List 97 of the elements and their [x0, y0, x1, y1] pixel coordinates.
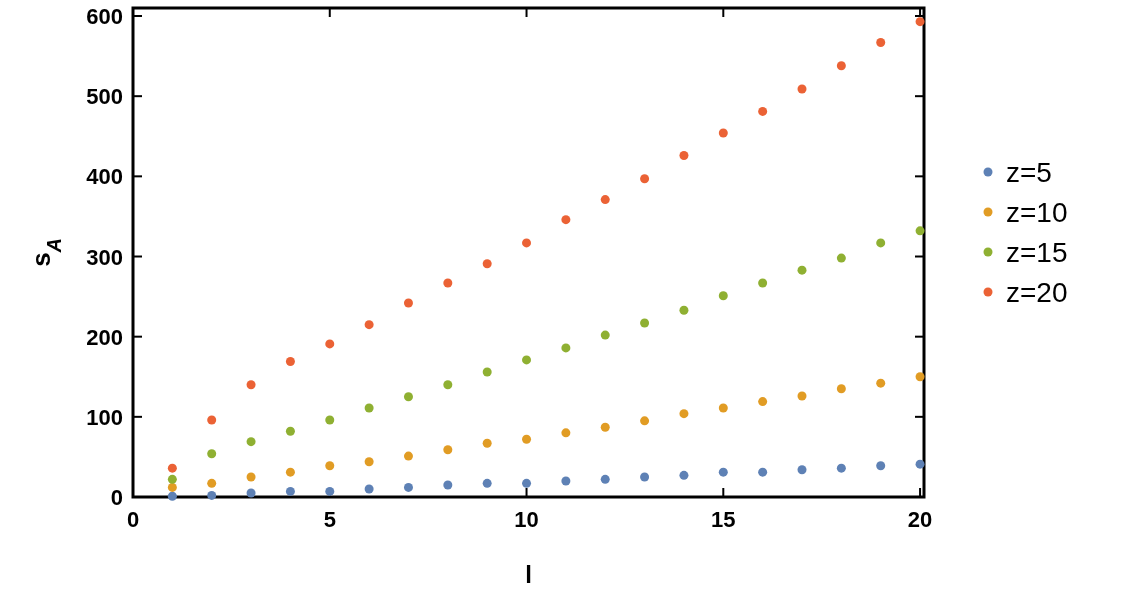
point — [285, 357, 295, 367]
y-tick-label: 500 — [86, 84, 123, 110]
y-tick-label: 100 — [86, 404, 123, 430]
point — [325, 461, 335, 471]
point — [561, 215, 571, 225]
point — [876, 37, 886, 47]
point — [915, 17, 925, 27]
point — [876, 238, 886, 248]
point — [797, 391, 807, 401]
point — [482, 478, 492, 488]
point — [640, 174, 650, 184]
legend-label: z=20 — [1006, 277, 1068, 308]
point — [246, 437, 256, 447]
point — [364, 320, 374, 330]
x-axis-title: l — [525, 561, 532, 588]
point — [285, 467, 295, 477]
point — [364, 457, 374, 467]
y-tick-label: 0 — [110, 485, 123, 510]
point — [679, 151, 689, 160]
y-tick-label: 300 — [86, 244, 123, 270]
legend-label: z=15 — [1006, 237, 1068, 268]
point — [364, 403, 374, 413]
point — [797, 465, 807, 475]
x-tick-label: 0 — [126, 507, 140, 532]
point — [482, 438, 492, 448]
point — [640, 318, 650, 328]
point — [207, 490, 217, 500]
point — [758, 278, 768, 288]
point — [600, 422, 610, 432]
point — [718, 291, 728, 301]
point — [600, 474, 610, 484]
point — [915, 226, 925, 236]
point — [876, 461, 886, 471]
point — [482, 367, 492, 377]
point — [403, 451, 413, 461]
point — [246, 488, 256, 498]
point — [167, 482, 177, 492]
point — [403, 392, 413, 402]
x-tick-label: 5 — [323, 507, 336, 532]
point — [522, 434, 532, 444]
point — [561, 476, 571, 486]
point — [443, 380, 453, 390]
point — [167, 474, 177, 484]
point — [797, 84, 807, 94]
point — [718, 403, 728, 413]
point — [836, 463, 846, 473]
point — [836, 253, 846, 263]
point — [758, 106, 768, 116]
point — [915, 372, 925, 382]
x-tick-label: 20 — [907, 507, 933, 532]
point — [600, 195, 610, 205]
point — [718, 128, 728, 138]
point — [758, 467, 768, 477]
point — [325, 339, 335, 349]
point — [758, 397, 768, 407]
point — [915, 459, 925, 469]
point — [679, 470, 689, 480]
point — [718, 467, 728, 477]
point — [443, 445, 453, 455]
point — [640, 416, 650, 426]
point — [443, 278, 453, 288]
point — [207, 415, 217, 425]
point — [836, 61, 846, 71]
point — [167, 491, 177, 501]
point — [207, 449, 217, 459]
point — [325, 415, 335, 425]
point — [246, 380, 256, 390]
point — [325, 486, 335, 496]
point — [285, 486, 295, 496]
point — [836, 384, 846, 394]
point — [600, 330, 610, 340]
point — [285, 426, 295, 436]
point — [403, 298, 413, 308]
point — [640, 472, 650, 482]
point — [679, 409, 689, 419]
y-tick-label: 200 — [86, 324, 123, 350]
point — [167, 463, 177, 473]
point — [522, 238, 532, 248]
point — [403, 482, 413, 492]
point — [443, 480, 453, 490]
point — [679, 305, 689, 315]
point — [522, 478, 532, 488]
point — [561, 428, 571, 438]
point — [364, 484, 374, 494]
point — [246, 472, 256, 482]
y-tick-label: 600 — [86, 4, 123, 30]
point — [561, 343, 571, 353]
y-tick-label: 400 — [86, 164, 123, 190]
legend-label: z=5 — [1006, 157, 1052, 188]
legend-label: z=10 — [1006, 197, 1068, 228]
point — [876, 378, 886, 388]
point — [482, 259, 492, 269]
point — [797, 265, 807, 275]
point — [522, 355, 532, 365]
x-tick-label: 10 — [514, 507, 539, 532]
x-tick-label: 15 — [711, 507, 736, 532]
point — [207, 478, 217, 488]
